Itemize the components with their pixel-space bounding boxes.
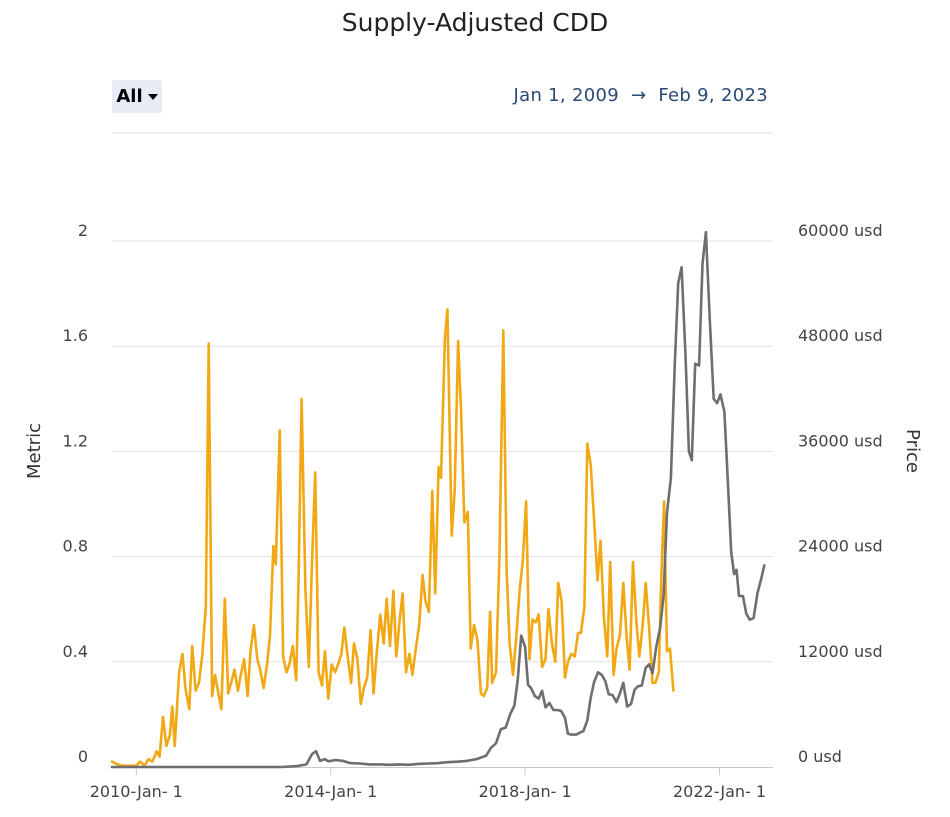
y-left-tick-label: 0.8 xyxy=(63,537,88,556)
range-select-value: All xyxy=(116,86,143,107)
arrow-right-icon: → xyxy=(631,85,647,106)
y-right-tick-label: 36000 usd xyxy=(798,431,883,450)
date-range-start[interactable]: Jan 1, 2009 xyxy=(513,85,619,106)
y-left-tick-label: 1.6 xyxy=(63,326,88,345)
y-right-tick-label: 48000 usd xyxy=(798,326,883,345)
y-right-tick-label: 12000 usd xyxy=(798,642,883,661)
y-right-tick-label: 24000 usd xyxy=(798,537,883,556)
y-left-tick-label: 0 xyxy=(78,747,88,766)
y-right-axis-title: Price xyxy=(902,429,923,473)
date-range: Jan 1, 2009 → Feb 9, 2023 xyxy=(514,85,768,106)
y-right-tick-label: 0 usd xyxy=(798,747,842,766)
date-range-end[interactable]: Feb 9, 2023 xyxy=(658,85,768,106)
y-left-tick-label: 2 xyxy=(78,221,88,240)
metric-series-line xyxy=(110,308,675,768)
x-tick-label: 2022-Jan- 1 xyxy=(673,782,766,801)
y-left-axis-title: Metric xyxy=(24,423,45,479)
price-series-line xyxy=(110,230,766,769)
x-tick-label: 2014-Jan- 1 xyxy=(284,782,377,801)
range-select-dropdown[interactable]: All xyxy=(112,80,162,113)
y-left-tick-label: 0.4 xyxy=(63,642,88,661)
chart-title: Supply-Adjusted CDD xyxy=(341,8,609,37)
x-tick-label: 2018-Jan- 1 xyxy=(479,782,572,801)
x-tick-label: 2010-Jan- 1 xyxy=(90,782,183,801)
caret-down-icon xyxy=(147,93,158,100)
y-left-tick-label: 1.2 xyxy=(63,431,88,450)
y-right-tick-label: 60000 usd xyxy=(798,221,883,240)
